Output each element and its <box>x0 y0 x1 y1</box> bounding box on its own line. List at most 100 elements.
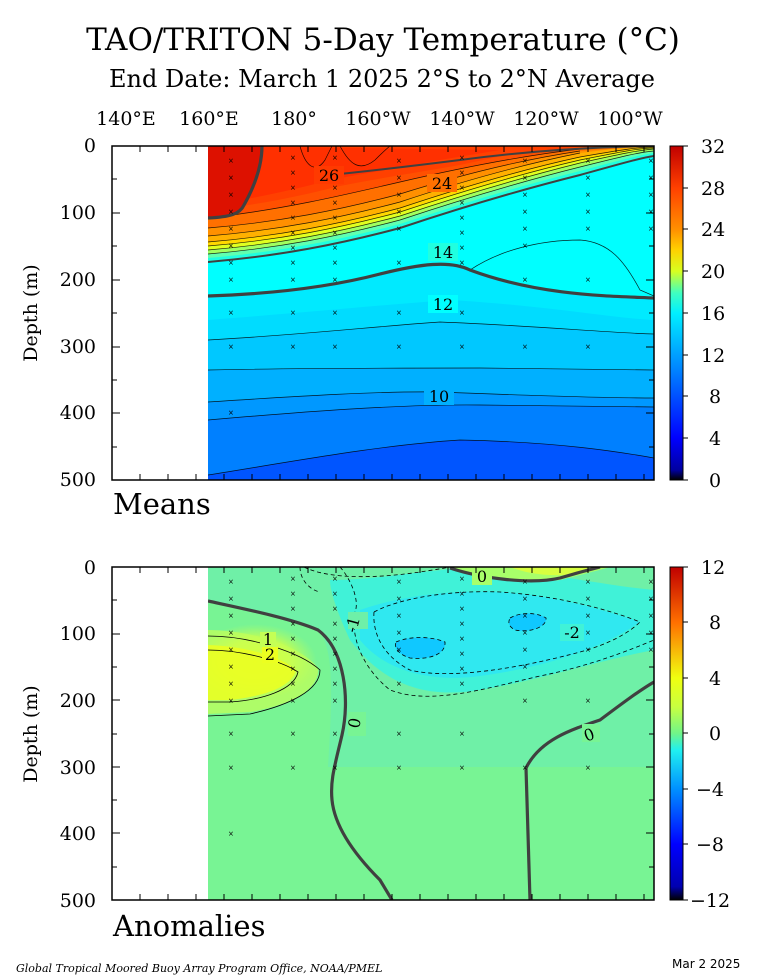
contour-label-26: 26 <box>319 166 339 185</box>
svg-text:×: × <box>396 595 402 603</box>
svg-text:×: × <box>459 764 465 772</box>
lon-label-140w: 140°W <box>429 108 495 130</box>
lon-label-180: 180° <box>271 108 317 130</box>
svg-text:×: × <box>459 244 465 252</box>
svg-text:×: × <box>332 620 338 628</box>
svg-text:×: × <box>648 208 654 216</box>
svg-text:×: × <box>522 629 528 637</box>
svg-text:×: × <box>290 199 296 207</box>
svg-text:×: × <box>648 646 654 654</box>
svg-text:×: × <box>228 730 234 738</box>
anomalies-contour-labels: 0 -1 -2 1 2 0 0 <box>260 567 600 746</box>
svg-text:×: × <box>332 244 338 252</box>
anom-cbar-neg12: −12 <box>690 890 730 912</box>
svg-text:×: × <box>459 154 465 162</box>
means-contour-labels: 26 24 14 12 10 <box>314 166 458 406</box>
svg-text:×: × <box>332 154 338 162</box>
means-panel: × × × × × × × × × × × × × × × × × × × × × × × × × × × × × × × × × × × × ×… <box>20 135 725 521</box>
svg-text:×: × <box>396 174 402 182</box>
anom-cbar-0: 0 <box>709 723 721 745</box>
means-ytick-200: 200 <box>60 269 96 291</box>
svg-text:×: × <box>332 259 338 267</box>
svg-text:×: × <box>585 629 591 637</box>
svg-text:×: × <box>332 575 338 583</box>
means-cbar-4: 4 <box>709 428 721 450</box>
svg-text:×: × <box>290 680 296 688</box>
svg-text:×: × <box>396 578 402 586</box>
means-cbar-0: 0 <box>709 470 721 492</box>
svg-text:×: × <box>332 184 338 192</box>
svg-text:×: × <box>228 259 234 267</box>
svg-text:×: × <box>290 635 296 643</box>
contour-label-2: 2 <box>265 645 275 664</box>
svg-text:×: × <box>648 612 654 620</box>
svg-text:×: × <box>228 409 234 417</box>
svg-text:×: × <box>290 620 296 628</box>
anom-cbar-neg4: −4 <box>696 779 724 801</box>
longitude-axis: 140°E 160°E 180° 160°W 140°W 120°W 100°W <box>96 108 663 130</box>
contour-label-1: 1 <box>263 630 273 649</box>
means-field: × × × × × × × × × × × × × × × × × × × × × × × × × × × × × × × × × × × × ×… <box>208 146 654 480</box>
svg-text:×: × <box>332 697 338 705</box>
svg-text:×: × <box>396 309 402 317</box>
svg-text:×: × <box>228 191 234 199</box>
svg-text:×: × <box>290 214 296 222</box>
svg-text:×: × <box>290 184 296 192</box>
svg-text:×: × <box>332 276 338 284</box>
chart-subtitle: End Date: March 1 2025 2°S to 2°N Averag… <box>109 65 655 93</box>
svg-text:×: × <box>585 646 591 654</box>
footer-date: Mar 2 2025 <box>672 957 740 971</box>
means-cbar-24: 24 <box>701 219 725 241</box>
svg-text:×: × <box>332 229 338 237</box>
anom-ytick-100: 100 <box>60 623 96 645</box>
svg-text:×: × <box>522 276 528 284</box>
svg-text:×: × <box>459 665 465 673</box>
footer-credit: Global Tropical Moored Buoy Array Progra… <box>16 962 382 975</box>
svg-text:×: × <box>396 208 402 216</box>
contour-label-neg2: -2 <box>564 623 580 642</box>
contour-label-14: 14 <box>433 243 453 262</box>
svg-text:×: × <box>522 343 528 351</box>
lon-label-160w: 160°W <box>345 108 411 130</box>
svg-text:×: × <box>459 575 465 583</box>
svg-text:×: × <box>585 208 591 216</box>
svg-text:×: × <box>228 157 234 165</box>
svg-text:×: × <box>459 590 465 598</box>
lon-label-120w: 120°W <box>513 108 579 130</box>
svg-text:×: × <box>290 697 296 705</box>
svg-text:×: × <box>290 343 296 351</box>
svg-text:×: × <box>332 590 338 598</box>
contour-label-24: 24 <box>432 174 452 193</box>
means-panel-label: Means <box>113 487 211 521</box>
svg-text:×: × <box>332 343 338 351</box>
svg-text:×: × <box>332 214 338 222</box>
svg-text:×: × <box>522 191 528 199</box>
svg-text:×: × <box>522 208 528 216</box>
anom-ytick-400: 400 <box>60 823 96 845</box>
svg-text:×: × <box>459 309 465 317</box>
svg-text:×: × <box>290 730 296 738</box>
svg-text:×: × <box>332 309 338 317</box>
svg-text:×: × <box>228 225 234 233</box>
svg-text:×: × <box>396 730 402 738</box>
anom-ytick-300: 300 <box>60 757 96 779</box>
means-cbar-12: 12 <box>701 345 725 367</box>
svg-text:×: × <box>228 612 234 620</box>
anom-cbar-8: 8 <box>709 612 721 634</box>
svg-text:×: × <box>648 157 654 165</box>
contour-label-0-top: 0 <box>477 567 487 586</box>
svg-text:×: × <box>228 242 234 250</box>
svg-text:×: × <box>585 174 591 182</box>
svg-text:×: × <box>522 646 528 654</box>
means-y-ticklabels: 0 100 200 300 400 500 <box>60 135 96 491</box>
lon-label-160e: 160°E <box>179 108 239 130</box>
svg-text:×: × <box>396 343 402 351</box>
svg-text:×: × <box>585 764 591 772</box>
svg-text:×: × <box>332 730 338 738</box>
svg-text:×: × <box>290 665 296 673</box>
svg-text:×: × <box>228 697 234 705</box>
means-cbar-16: 16 <box>701 303 725 325</box>
contour-label-10: 10 <box>429 387 449 406</box>
svg-text:×: × <box>228 663 234 671</box>
